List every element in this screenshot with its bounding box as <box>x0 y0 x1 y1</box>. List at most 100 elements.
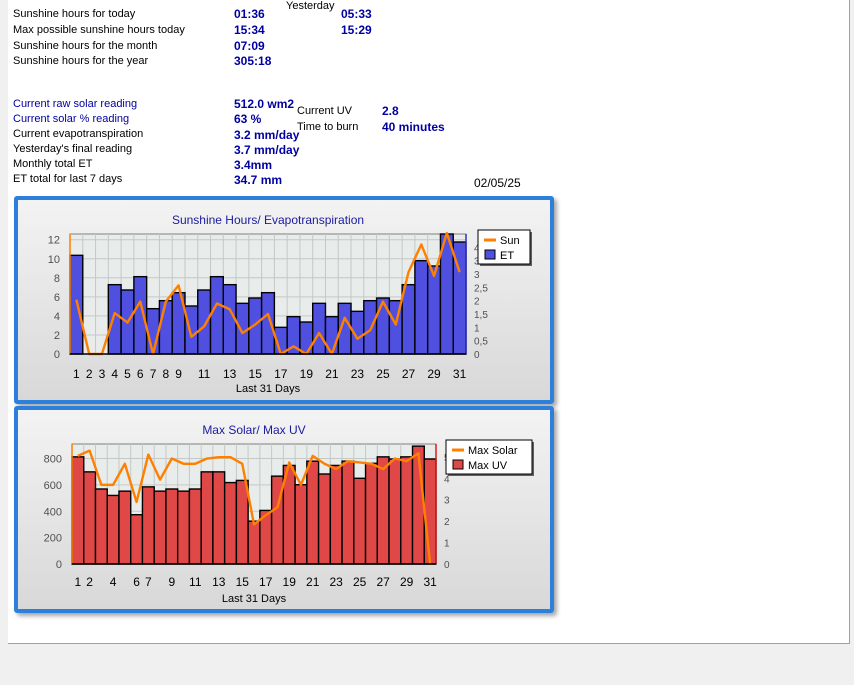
x-tick-label: 31 <box>453 367 467 381</box>
sunshine-year-value: 305:18 <box>234 54 272 68</box>
x-tick-label: 27 <box>402 367 416 381</box>
legend-label: Sun <box>500 235 520 247</box>
bar-max-uv <box>235 479 249 565</box>
yesterday-final-value: 3.7 mm/day <box>234 143 300 157</box>
y-left-tick-label: 0 <box>56 559 62 571</box>
sunshine-today-value: 01:36 <box>234 7 265 21</box>
y-right-tick-label: 0 <box>474 350 480 361</box>
bar-max-uv <box>94 488 108 565</box>
bar-et <box>248 297 263 355</box>
x-tick-label: 11 <box>198 367 211 381</box>
bar-max-uv <box>388 458 402 565</box>
legend-box <box>445 439 533 475</box>
x-tick-label: 19 <box>300 367 314 381</box>
max-sunshine-label: Max possible sunshine hours today <box>13 24 185 36</box>
x-tick-label: 6 <box>137 367 144 381</box>
x-tick-label: 13 <box>223 367 237 381</box>
bar-max-uv <box>329 464 343 565</box>
bar-et <box>158 299 173 355</box>
raw-solar-label: Current raw solar reading <box>13 98 138 110</box>
bar-max-uv <box>212 471 226 565</box>
x-tick-label: 1 <box>75 575 82 589</box>
y-right-tick-label: 4 <box>444 474 450 485</box>
solar-percent-label: Current solar % reading <box>13 113 130 125</box>
x-tick-label: 2 <box>86 367 93 381</box>
x-tick-label: 23 <box>351 367 365 381</box>
x-tick-label: 8 <box>162 367 169 381</box>
y-right-tick-label: 1 <box>474 323 480 334</box>
x-tick-label: 7 <box>145 575 152 589</box>
series-line-sun <box>75 231 461 356</box>
x-tick-label: 6 <box>133 575 140 589</box>
x-tick-label: 25 <box>353 575 367 589</box>
y-right-tick-label: 1,5 <box>474 310 488 321</box>
monthly-et-label: Monthly total ET <box>13 158 93 170</box>
series-line-max-solar <box>77 449 432 565</box>
y-left-tick-label: 0 <box>54 349 60 361</box>
sunshine-today-label: Sunshine hours for today <box>13 8 136 20</box>
sunshine-yesterday-value: 05:33 <box>341 7 372 21</box>
current-uv-value: 2.8 <box>382 104 399 118</box>
x-tick-label: 15 <box>236 575 250 589</box>
y-left-tick-label: 2 <box>54 330 60 342</box>
y-left-tick-label: 10 <box>48 254 60 266</box>
bar-max-uv <box>130 514 144 565</box>
y-right-tick-label: 2 <box>474 297 480 308</box>
legend-bar-swatch <box>484 249 496 260</box>
bar-max-uv <box>141 486 155 565</box>
bar-et <box>184 305 199 355</box>
y-right-tick-label: 1 <box>444 539 450 550</box>
bar-max-uv <box>223 481 238 565</box>
et-7days-label: ET total for last 7 days <box>13 173 123 185</box>
x-tick-label: 13 <box>212 575 226 589</box>
x-tick-label: 25 <box>376 367 390 381</box>
et-7days-value: 34.7 mm <box>234 173 283 187</box>
sunshine-month-label: Sunshine hours for the month <box>13 40 158 52</box>
y-left-tick-label: 400 <box>44 506 62 518</box>
legend-bar-swatch <box>452 459 464 470</box>
solar-percent-value: 63 % <box>234 112 262 126</box>
bar-et <box>312 302 327 355</box>
current-uv-label: Current UV <box>297 105 353 117</box>
x-tick-label: 31 <box>423 575 437 589</box>
y-left-tick-label: 200 <box>44 533 62 545</box>
bar-max-uv <box>317 473 332 565</box>
bar-max-uv <box>118 490 132 565</box>
time-to-burn-value: 40 minutes <box>382 120 445 134</box>
solar-uv-chart: 0200400600800012345124679111315171921232… <box>44 423 534 605</box>
bar-et <box>209 275 224 355</box>
x-tick-label: 27 <box>376 575 390 589</box>
monthly-et-value: 3.4mm <box>234 158 273 172</box>
x-axis-label: Last 31 Days <box>222 593 287 605</box>
bar-et <box>197 289 212 355</box>
bar-max-uv <box>176 490 191 565</box>
sunshine-month-value: 07:09 <box>234 39 265 53</box>
evapotranspiration-label: Current evapotranspiration <box>13 128 144 140</box>
sunshine-et-chart: 02468101200,511,522,533,5412345678911131… <box>48 213 532 395</box>
x-tick-label: 21 <box>325 367 339 381</box>
max-sunshine-value: 15:34 <box>234 23 265 37</box>
x-tick-label: 19 <box>283 575 297 589</box>
report-date: 02/05/25 <box>474 176 521 190</box>
bar-max-uv <box>188 488 202 565</box>
bar-max-uv <box>106 494 120 565</box>
solar-uv-chart-frame: 0200400600800012345124679111315171921232… <box>14 406 554 613</box>
legend-label: Max Solar <box>468 445 518 457</box>
bar-et <box>375 297 391 355</box>
x-tick-label: 9 <box>175 367 182 381</box>
time-to-burn-label: Time to burn <box>297 121 359 133</box>
y-left-tick-label: 8 <box>54 273 60 285</box>
y-right-tick-label: 2 <box>444 517 450 528</box>
chart-title: Sunshine Hours/ Evapotranspiration <box>172 213 364 227</box>
x-tick-label: 23 <box>330 575 344 589</box>
bar-max-uv <box>400 456 414 565</box>
x-tick-label: 7 <box>150 367 157 381</box>
bar-max-uv <box>83 471 97 565</box>
y-left-tick-label: 4 <box>54 311 60 323</box>
bar-max-uv <box>353 477 367 565</box>
bar-max-uv <box>294 484 308 565</box>
x-tick-label: 17 <box>274 367 288 381</box>
x-tick-label: 1 <box>73 367 80 381</box>
x-axis-label: Last 31 Days <box>236 383 301 395</box>
x-tick-label: 29 <box>400 575 414 589</box>
